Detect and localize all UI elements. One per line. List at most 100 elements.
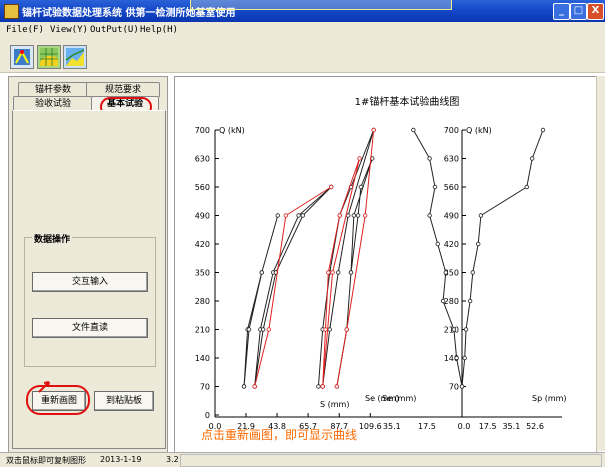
right-series-point xyxy=(451,327,457,332)
right-series-point xyxy=(470,270,475,275)
left-series-point xyxy=(320,384,325,389)
data-operation-group xyxy=(24,237,156,367)
right-series-point xyxy=(427,213,432,218)
left-y-tick-label: 700 xyxy=(195,126,210,135)
chart-svg: 1#锚杆基本试验曲线图 0701402102803504204905606307… xyxy=(195,95,567,431)
status-extra: 3.2 xyxy=(166,455,179,464)
right-y-tick-label: 210 xyxy=(444,326,459,335)
paste-button[interactable]: 到粘贴板 xyxy=(94,391,154,411)
left-series-point xyxy=(327,327,332,332)
chart-title: 1#锚杆基本试验曲线图 xyxy=(355,95,460,108)
left-series-point xyxy=(260,327,266,332)
right-y-tick-label: 490 xyxy=(444,212,459,221)
left-series-point xyxy=(283,213,289,218)
left-series-point xyxy=(348,270,354,275)
left-series-point xyxy=(345,213,351,218)
right-y-tick-label: 140 xyxy=(444,354,459,363)
left-series-line-6 xyxy=(336,129,375,387)
area-chart-icon[interactable] xyxy=(63,45,87,69)
right-series-point xyxy=(524,184,529,190)
right-series-point xyxy=(443,270,448,275)
tab-code-requirements[interactable]: 规范要求 xyxy=(86,82,160,97)
left-y-tick-label: 210 xyxy=(195,326,210,335)
right-series-point xyxy=(462,355,467,361)
tab-anchor-params[interactable]: 锚杆参数 xyxy=(18,82,88,97)
right-series-point xyxy=(540,127,546,133)
left-series-point xyxy=(336,270,341,275)
right-x-tick-label: 17.5 xyxy=(479,422,497,431)
left-series-point xyxy=(334,384,340,389)
menu-help[interactable]: Help(H) xyxy=(140,25,178,35)
menu-output[interactable]: OutPut(U) xyxy=(90,25,139,35)
right-y-tick-label: 70 xyxy=(449,383,459,392)
left-x-tick-label: 87.7 xyxy=(330,422,348,431)
left-y-tick-label: 420 xyxy=(195,240,210,249)
right-x-tick-label: 0.0 xyxy=(458,422,471,431)
right-series-point xyxy=(427,156,432,161)
vertical-scrollbar[interactable] xyxy=(596,76,605,451)
left-x-tick-label: 21.9 xyxy=(237,422,255,431)
right-series-point xyxy=(411,127,416,133)
left-series-point xyxy=(344,327,349,332)
right-series-point xyxy=(454,355,459,361)
toolbar xyxy=(0,40,605,73)
menu-bar: File(F) View(Y) OutPut(U) Help(H) xyxy=(0,22,605,40)
redraw-highlight xyxy=(26,385,90,415)
annotation-text: 点击重新画图，即可显示曲线 xyxy=(201,428,358,442)
title-highlight-box xyxy=(190,0,452,10)
left-x-tick-label: 65.7 xyxy=(299,422,317,431)
left-series-point xyxy=(275,213,280,218)
left-y-tick-label: 350 xyxy=(195,269,210,278)
data-operation-label: 数据操作 xyxy=(32,232,73,245)
menu-file[interactable]: File(F) xyxy=(6,25,44,35)
right-x-tick-label: 17.5 xyxy=(418,422,436,431)
left-x-tick-label: 109.6 xyxy=(359,422,382,431)
menu-view[interactable]: View(Y) xyxy=(50,25,88,35)
left-se-label: Se (mm) xyxy=(365,394,399,403)
left-series-point xyxy=(351,213,357,218)
status-date: 2013-1-19 xyxy=(100,455,142,464)
left-y-tick-label: 280 xyxy=(195,297,210,306)
right-series-point xyxy=(478,213,484,218)
left-s-label: S (mm) xyxy=(320,400,349,409)
left-y-tick-label: 70 xyxy=(200,383,210,392)
left-series-point xyxy=(371,127,376,133)
minimize-button[interactable]: _ xyxy=(553,3,570,20)
left-series-line-2 xyxy=(254,186,332,387)
anchor-tool-icon[interactable] xyxy=(10,45,34,69)
left-x-tick-label: 0.0 xyxy=(209,422,222,431)
tab-acceptance-test[interactable]: 验收试验 xyxy=(13,96,93,111)
right-x-tick-label: 35.1 xyxy=(383,422,401,431)
left-series-point xyxy=(300,213,306,218)
maximize-button[interactable]: □ xyxy=(570,3,587,20)
left-series-line-1 xyxy=(254,186,332,387)
left-plot: 0 70 140 210 280 350 420 490 560 630 700 0.0 21.9 43.… xyxy=(195,126,400,431)
right-series-point xyxy=(440,298,446,304)
close-button[interactable]: X xyxy=(587,3,604,20)
left-series-point xyxy=(357,156,362,161)
right-series-point xyxy=(459,384,465,389)
left-y-tick-label: 630 xyxy=(195,155,210,164)
pointer-arrow-icon xyxy=(38,380,50,393)
left-series-point xyxy=(326,270,331,275)
left-y-label: Q (kN) xyxy=(219,126,245,135)
interactive-input-button[interactable]: 交互输入 xyxy=(32,272,148,292)
horizontal-scrollbar[interactable] xyxy=(180,454,602,467)
left-series-point xyxy=(246,327,252,332)
right-series-line-0 xyxy=(412,129,463,387)
left-series-point xyxy=(252,384,257,389)
right-y-tick-label: 560 xyxy=(444,183,459,192)
grid-chart-icon[interactable] xyxy=(37,45,61,69)
left-x-tick-label: 43.8 xyxy=(268,422,286,431)
chart-area[interactable]: 1#锚杆基本试验曲线图 0 70 140 210 280 350 420 490 560 630 7… xyxy=(174,76,597,453)
left-series-point xyxy=(355,213,361,218)
right-series-point xyxy=(463,327,469,332)
left-series-point xyxy=(358,184,364,190)
right-series-point xyxy=(467,298,473,304)
left-series-line-5 xyxy=(336,158,373,387)
right-series-point xyxy=(435,241,440,247)
left-series-point xyxy=(266,327,272,332)
right-sp-label: Sp (mm) xyxy=(532,394,567,403)
right-series-point xyxy=(530,156,535,161)
file-read-button[interactable]: 文件直读 xyxy=(32,318,148,338)
